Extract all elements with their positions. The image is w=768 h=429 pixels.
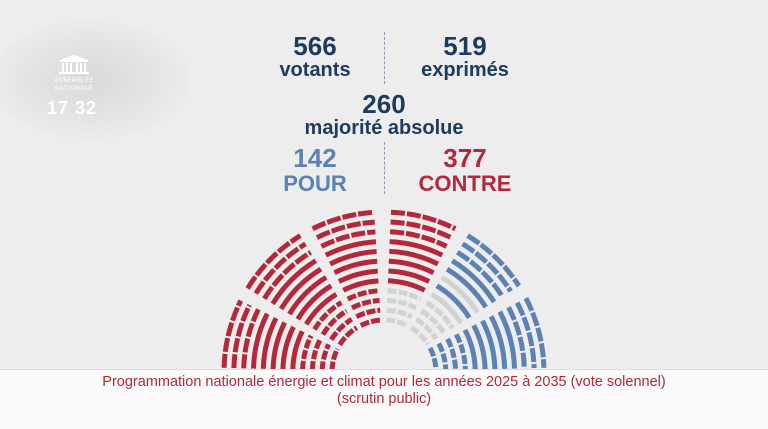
exprimes-value: 519 [443, 31, 487, 61]
seat-arc-contre [304, 292, 338, 326]
seat-arc-contre [290, 330, 305, 370]
seat-arc-contre [390, 219, 453, 240]
seat-arc-pour [450, 258, 497, 304]
seat-arc-contre [241, 308, 261, 369]
seat-arc-pour [462, 328, 478, 370]
seat-arc-contre [287, 275, 328, 316]
seat-arc-contre [389, 229, 448, 249]
seat-arc-contre [311, 209, 375, 232]
pour-label: POUR [283, 171, 347, 196]
seat-arc-pour [445, 266, 488, 309]
seat-arc-pour [497, 310, 517, 369]
contre-label: CONTRE [418, 171, 512, 196]
top-divider [384, 32, 385, 84]
seat-arc-contre [389, 248, 440, 267]
seat-arc-contre [270, 321, 287, 370]
exprimes-stat: 519 exprimés [400, 33, 530, 81]
seat-arc-pour [506, 306, 527, 369]
seat-arc-contre [320, 308, 348, 336]
seat-arc-pour [471, 324, 488, 370]
seat-arc-contre [319, 343, 331, 371]
seat-arc-contre [346, 288, 380, 302]
majorite-value: 260 [362, 89, 406, 119]
seat-arc-contre [337, 268, 379, 284]
seat-arc-non-votant [386, 317, 409, 328]
bottom-divider [384, 142, 385, 194]
seat-arc-contre [221, 299, 244, 368]
vote-type: (scrutin public) [336, 391, 432, 407]
seat-arc-contre [260, 316, 279, 369]
seat-arc-contre [390, 209, 457, 232]
seat-arc-pour [455, 250, 505, 298]
seat-arc-contre [388, 268, 431, 284]
votants-stat: 566 votants [260, 33, 370, 81]
contre-stat: 377 CONTRE [400, 145, 530, 197]
seat-arc-pour [523, 296, 547, 368]
clock-time: 17 32 [47, 98, 98, 118]
seat-arc-pour [435, 283, 472, 320]
seat-arc-contre [270, 258, 318, 306]
seat-arc-contre [359, 317, 382, 328]
seat-arc-contre [231, 303, 252, 369]
seat-arc-non-votant [387, 288, 422, 302]
seat-arc-contre [350, 298, 380, 311]
seat-arc-pour [461, 241, 513, 293]
seat-arc-contre [245, 233, 302, 290]
logo-glow [0, 20, 190, 140]
seat-arc-contre [253, 241, 307, 295]
seat-arc-pour [436, 342, 449, 371]
seat-arc-pour [445, 337, 459, 371]
seat-arc-contre [324, 239, 377, 258]
seat-arc-non-votant [420, 308, 447, 335]
seat-arc-non-votant [425, 300, 455, 330]
seat-arc-non-votant [414, 317, 439, 341]
seat-arc-non-votant [409, 325, 431, 346]
seat-arc-contre [342, 278, 379, 293]
seat-arc-contre [278, 266, 323, 311]
seat-arc-contre [320, 229, 376, 249]
majorite-label: majorité absolue [304, 117, 464, 139]
seat-arc-contre [337, 325, 359, 347]
seat-arc-pour [514, 301, 537, 369]
seat-arc-contre [262, 250, 313, 301]
exprimes-label: exprimés [421, 59, 509, 81]
vote-title: Programmation nationale énergie et clima… [102, 374, 666, 390]
logo-line2: NATIONALE [54, 86, 94, 92]
seat-arc-pour [466, 233, 522, 288]
seat-arc-contre [251, 312, 270, 369]
seat-arc-non-votant [430, 292, 464, 325]
assemblee-nationale-building-icon [59, 55, 89, 74]
seat-arc-contre [355, 307, 381, 319]
seat-arc-non-votant [386, 297, 418, 311]
contre-value: 377 [443, 143, 487, 173]
seat-arc-contre [387, 278, 426, 293]
seat-arc-contre [329, 317, 354, 342]
seat-arc-contre [329, 347, 340, 371]
seat-arc-contre [295, 283, 333, 321]
seat-arc-contre [388, 258, 435, 275]
seat-arc-contre [315, 219, 375, 240]
seat-arc-contre [328, 249, 377, 267]
majorite-stat: 260 majorité absolue [270, 91, 498, 139]
seat-arc-contre [309, 338, 323, 371]
seat-arc-pour [454, 333, 468, 371]
seat-arc-non-votant [386, 307, 413, 319]
pour-value: 142 [293, 143, 337, 173]
seat-arc-pour [427, 346, 439, 371]
pour-stat: 142 POUR [265, 145, 365, 197]
votants-label: votants [279, 59, 351, 81]
seat-arc-non-votant [440, 275, 480, 314]
vote-title-banner: Programmation nationale énergie et clima… [0, 369, 768, 429]
votants-value: 566 [293, 31, 337, 61]
seat-arc-pour [488, 315, 508, 369]
logo-line1: ASSEMBLÉE [53, 78, 95, 84]
seat-arc-pour [480, 319, 498, 370]
seat-arc-contre [312, 300, 343, 331]
seat-arc-contre [300, 334, 314, 371]
assemblee-logo: ASSEMBLÉE NATIONALE [48, 54, 100, 92]
seat-arc-contre [333, 258, 378, 275]
seat-arc-contre [389, 239, 444, 258]
seat-arc-contre [280, 325, 296, 370]
